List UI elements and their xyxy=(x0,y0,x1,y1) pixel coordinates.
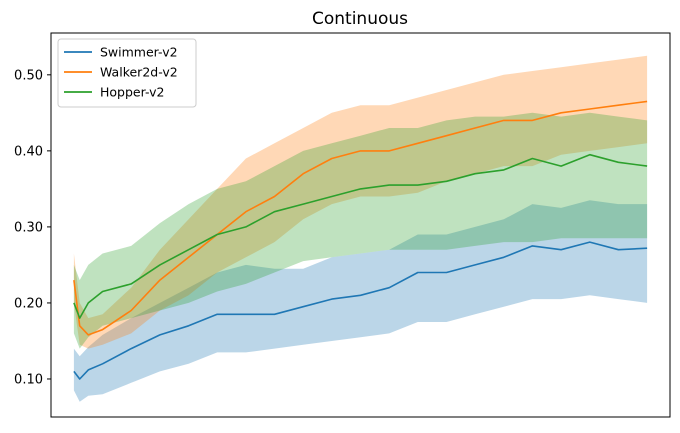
confidence-bands xyxy=(73,55,648,402)
y-tick-label: 0.50 xyxy=(14,68,43,83)
band-swimmer-v2 xyxy=(73,200,648,402)
y-tick-label: 0.30 xyxy=(14,220,43,235)
axes: 0.10 0.20 0.30 0.40 0.50 xyxy=(14,32,671,418)
line-hopper-v2 xyxy=(73,153,648,319)
y-tick-label: 0.10 xyxy=(14,372,43,387)
y-tick-label: 0.40 xyxy=(14,144,43,159)
band-walker2d-v2 xyxy=(73,55,648,349)
y-tick-label: 0.20 xyxy=(14,296,43,311)
legend-box xyxy=(57,38,197,108)
band-hopper-v2 xyxy=(73,112,648,349)
legend-label: Swimmer-v2 xyxy=(100,45,178,60)
series-lines xyxy=(73,100,648,380)
legend-label: Walker2d-v2 xyxy=(100,65,178,80)
line-swimmer-v2 xyxy=(73,241,648,380)
chart-title: Continuous xyxy=(312,9,408,29)
line-walker2d-v2 xyxy=(73,100,648,336)
plot-frame xyxy=(50,32,671,418)
legend-label: Hopper-v2 xyxy=(100,85,164,100)
legend: Swimmer-v2 Walker2d-v2 Hopper-v2 xyxy=(57,38,197,108)
